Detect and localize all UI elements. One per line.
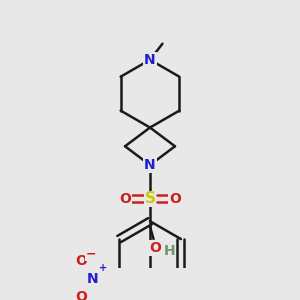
Text: N: N [144, 158, 156, 172]
Text: O: O [119, 192, 131, 206]
Text: O: O [149, 241, 161, 255]
Text: O: O [169, 192, 181, 206]
Text: N: N [144, 53, 156, 67]
Text: +: + [99, 263, 107, 274]
Text: H: H [164, 244, 176, 258]
Text: S: S [145, 191, 155, 206]
Text: −: − [85, 248, 96, 261]
Text: N: N [86, 272, 98, 286]
Text: O: O [76, 290, 88, 300]
Text: O: O [76, 254, 88, 268]
